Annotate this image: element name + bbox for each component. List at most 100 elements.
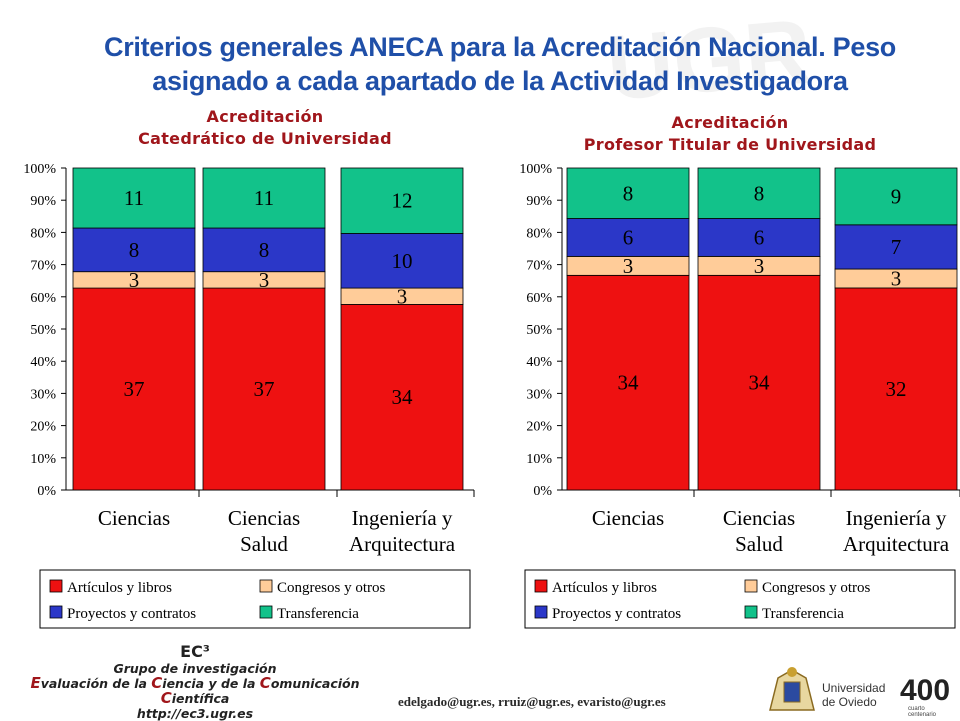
group-name-part-2: iencia y de la [162, 676, 260, 691]
page-title: Criterios generales ANECA para la Acredi… [80, 30, 920, 98]
chart-2-bar-segment [834, 287, 958, 491]
chart-1-legend-label: Artículos y libros [67, 580, 172, 596]
chart-2-y-tick-label: 30% [526, 387, 552, 402]
chart-2-legend [524, 569, 956, 629]
ec3-logo: EC³ [180, 642, 210, 661]
group-full-name: Evaluación de la Ciencia y de la Comunic… [0, 674, 390, 707]
chart-1-category-label: Ciencias [228, 506, 300, 530]
chart-2-y-tick-label: 20% [526, 420, 552, 435]
chart-2-legend-label: Proyectos y contratos [552, 606, 681, 622]
chart-2-category-label: Salud [735, 532, 783, 556]
chart-1-data-label: 12 [392, 189, 413, 213]
chart-1-y-tick-label: 60% [30, 291, 56, 306]
chart-2-bar-segment [697, 218, 821, 257]
chart-2-bar-segment [697, 274, 821, 491]
chart-1-data-label: 3 [397, 284, 408, 308]
chart-1-bar-segment [72, 167, 196, 229]
chart-1-data-label: 11 [124, 186, 144, 210]
chart-2-bar-segment [566, 167, 690, 219]
chart-1-bar-segment [202, 287, 326, 491]
chart-1-data-label: 3 [129, 268, 140, 292]
chart-1-y-tick-label: 20% [30, 420, 56, 435]
chart-1-bar-segment [202, 167, 326, 229]
chart-1-y-tick-label: 40% [30, 355, 56, 370]
chart-2-legend-swatch [534, 605, 548, 619]
chart-2-y-tick-label: 60% [526, 291, 552, 306]
chart-1-category-label: Salud [240, 532, 288, 556]
chart-1-bar-segment [340, 233, 464, 289]
chart-1-y-tick-label: 70% [30, 259, 56, 274]
chart-2-legend-swatch [744, 579, 758, 593]
title-line-1: Criterios generales ANECA para la Acredi… [104, 32, 896, 62]
ec3-logo-block: EC³ Grupo de investigación Evaluación de… [0, 642, 390, 721]
chart-2-data-label: 34 [749, 371, 771, 395]
chart-1-bar-segment [340, 167, 464, 234]
chart-1-bar-segment [202, 227, 326, 273]
chart-1-bar-segment [72, 227, 196, 273]
chart-2-data-label: 8 [754, 181, 765, 205]
chart-1-y-tick-label: 80% [30, 226, 56, 241]
chart-2-subtitle: Acreditación Profesor Titular de Univers… [520, 112, 940, 156]
group-name-part-4: ientífica [171, 691, 230, 706]
chart-1-data-label: 37 [254, 377, 275, 401]
chart-1-legend-swatch [49, 579, 63, 593]
chart-1-subtitle: Acreditación Catedrático de Universidad [60, 106, 470, 150]
chart-2-y-tick-label: 0% [533, 484, 552, 499]
chart-1-data-label: 34 [392, 385, 414, 409]
chart-1-subtitle-line-2: Catedrático de Universidad [138, 129, 392, 148]
chart-2-y-tick-label: 90% [526, 194, 552, 209]
chart-2-data-label: 32 [886, 377, 907, 401]
chart-2-data-label: 7 [891, 235, 902, 259]
chart-2-y-tick-label: 70% [526, 259, 552, 274]
chart-1-data-label: 10 [392, 249, 413, 273]
contact-emails[interactable]: edelgado@ugr.es, rruiz@ugr.es, evaristo@… [398, 694, 666, 709]
anniversary-text-1: cuarto [908, 706, 925, 712]
chart-2-data-label: 3 [891, 266, 902, 290]
chart-2-data-label: 9 [891, 184, 902, 208]
chart-2-category-label: Ciencias [592, 506, 664, 530]
chart-1-legend-label: Transferencia [277, 606, 359, 622]
chart-2-data-label: 3 [754, 254, 765, 278]
chart-1-y-tick-label: 100% [23, 162, 56, 177]
group-name-part-3: omunicación [270, 676, 360, 691]
chart-2-data-label: 34 [618, 371, 640, 395]
chart-2-bar-segment [566, 218, 690, 257]
universidad-oviedo-logo: Universidad de Oviedo 400 cuarto centena… [769, 667, 950, 718]
group-label: Grupo de investigación [113, 661, 277, 676]
chart-2-category-label: Ciencias [723, 506, 795, 530]
chart-1-data-label: 11 [254, 186, 274, 210]
chart-1-category-label: Ciencias [98, 506, 170, 530]
oviedo-crest-icon [769, 667, 815, 711]
chart-2-subtitle-line-1: Acreditación [671, 113, 789, 132]
chart-1-data-label: 37 [124, 377, 145, 401]
chart-1-category-label: Arquitectura [349, 532, 456, 556]
chart-2-legend-label: Congresos y otros [762, 580, 870, 596]
chart-2-y-tick-label: 40% [526, 355, 552, 370]
chart-1-y-tick-label: 50% [30, 323, 56, 338]
chart-2-y-tick-label: 80% [526, 226, 552, 241]
chart-1-y-tick-label: 0% [37, 484, 56, 499]
chart-2-category-label: Arquitectura [843, 532, 950, 556]
chart-2-y-tick-label: 50% [526, 323, 552, 338]
chart-2-y-tick-label: 10% [526, 452, 552, 467]
oviedo-name-line-2: de Oviedo [822, 695, 877, 709]
chart-2-bar-segment [697, 167, 821, 219]
group-url[interactable]: http://ec3.ugr.es [136, 706, 254, 721]
chart-2-legend-swatch [534, 579, 548, 593]
chart-1-legend-swatch [259, 605, 273, 619]
title-line-2: asignado a cada apartado de la Actividad… [152, 66, 848, 96]
oviedo-name-line-1: Universidad [822, 681, 885, 695]
chart-1-y-tick-label: 10% [30, 452, 56, 467]
chart-2-category-label: Ingeniería y [846, 506, 947, 530]
chart-2-legend-label: Artículos y libros [552, 580, 657, 596]
chart-2-data-label: 8 [623, 181, 634, 205]
chart-1-data-label: 8 [259, 238, 270, 262]
group-name-part-1: valuación de la [40, 676, 152, 691]
chart-2-data-label: 6 [754, 225, 765, 249]
chart-1-bar-segment [340, 304, 464, 491]
chart-2-bar-segment [566, 274, 690, 491]
chart-1-legend-swatch [259, 579, 273, 593]
chart-2-legend-swatch [744, 605, 758, 619]
chart-1-y-tick-label: 30% [30, 387, 56, 402]
letter-e: E [30, 674, 41, 692]
